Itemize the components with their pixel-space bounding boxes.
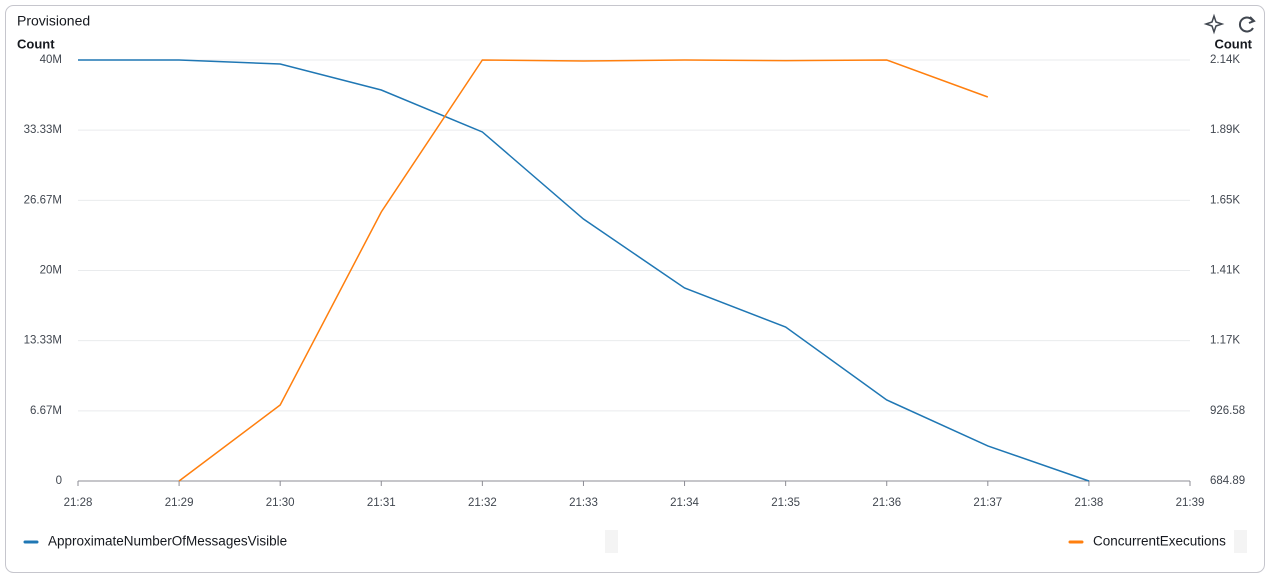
x-tick-label: 21:31 bbox=[367, 497, 396, 509]
x-tick-label: 21:29 bbox=[165, 497, 194, 509]
y-axis-label: Count bbox=[17, 36, 55, 51]
legend-label: ConcurrentExecutions bbox=[1093, 534, 1226, 549]
y-tick-label: 6.67M bbox=[30, 405, 62, 417]
x-tick-label: 21:28 bbox=[64, 497, 93, 509]
y2-tick-label: 1.89K bbox=[1210, 124, 1240, 136]
x-tick-label: 21:36 bbox=[872, 497, 901, 509]
x-tick-label: 21:37 bbox=[973, 497, 1002, 509]
y-tick-label: 13.33M bbox=[24, 335, 62, 347]
ai-icon[interactable] bbox=[1203, 13, 1225, 35]
y-tick-label: 20M bbox=[40, 265, 62, 277]
y-tick-label: 40M bbox=[40, 54, 62, 66]
y-tick-label: 33.33M bbox=[24, 124, 62, 136]
y2-tick-label: 684.89 bbox=[1210, 475, 1245, 487]
x-tick-label: 21:35 bbox=[771, 497, 800, 509]
legend-scroll bbox=[605, 530, 618, 553]
x-tick-label: 21:30 bbox=[266, 497, 295, 509]
chart-title: Provisioned bbox=[17, 13, 90, 29]
y-tick-label: 26.67M bbox=[24, 194, 62, 206]
x-tick-label: 21:32 bbox=[468, 497, 497, 509]
panel bbox=[5, 5, 1265, 573]
y2-tick-label: 1.65K bbox=[1210, 194, 1240, 206]
legend-scroll bbox=[1234, 530, 1247, 553]
y-tick-label: 0 bbox=[56, 475, 62, 487]
x-tick-label: 21:39 bbox=[1176, 497, 1205, 509]
y2-tick-label: 1.41K bbox=[1210, 265, 1240, 277]
sparkle bbox=[1203, 13, 1225, 35]
refresh-arrow bbox=[1248, 16, 1256, 24]
series-line bbox=[78, 59, 1090, 482]
series-line bbox=[178, 59, 989, 482]
x-tick-label: 21:34 bbox=[670, 497, 699, 509]
y2-tick-label: 2.14K bbox=[1210, 54, 1240, 66]
refresh-button[interactable] bbox=[1239, 16, 1256, 33]
legend-label: ApproximateNumberOfMessagesVisible bbox=[48, 534, 287, 549]
x-tick-label: 21:38 bbox=[1075, 497, 1104, 509]
y2-tick-label: 926.58 bbox=[1210, 405, 1245, 417]
y2-tick-label: 1.17K bbox=[1210, 335, 1240, 347]
refresh-icon bbox=[1239, 16, 1254, 33]
y2-axis-label: Count bbox=[1214, 36, 1252, 51]
x-tick-label: 21:33 bbox=[569, 497, 598, 509]
